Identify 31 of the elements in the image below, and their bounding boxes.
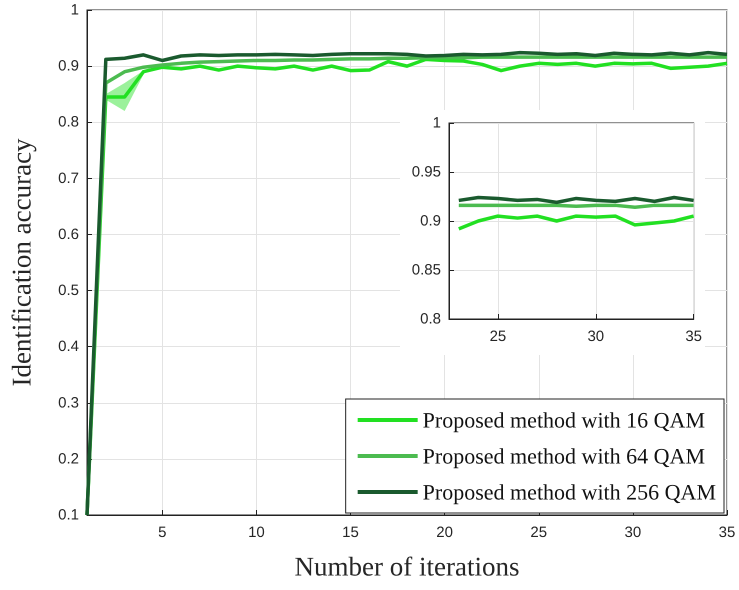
x-tick-label: 35 xyxy=(718,524,736,541)
y-tick-label: 0.8 xyxy=(58,114,79,131)
x-tick-label: 35 xyxy=(685,328,702,345)
x-tick-label: 30 xyxy=(587,328,604,345)
x-tick-label: 10 xyxy=(248,524,265,541)
y-tick-label: 0.9 xyxy=(58,58,79,75)
legend-label: Proposed method with 64 QAM xyxy=(422,444,705,468)
y-tick-label: 0.5 xyxy=(58,282,79,300)
y-tick-label: 0.2 xyxy=(58,450,79,468)
y-tick-label: 0.8 xyxy=(420,310,441,328)
y-tick-label: 0.95 xyxy=(412,164,441,180)
y-tick-label: 0.3 xyxy=(58,394,79,412)
x-tick-label: 5 xyxy=(158,524,166,541)
y-axis-title: Identification accuracy xyxy=(6,138,36,387)
y-tick-label: 0.1 xyxy=(58,506,79,524)
x-tick-label: 15 xyxy=(342,524,359,541)
y-tick-label: 0.6 xyxy=(58,226,79,243)
y-tick-label: 1 xyxy=(432,114,441,132)
y-tick-label: 0.85 xyxy=(412,262,441,278)
legend-label: Proposed method with 256 QAM xyxy=(422,480,716,504)
x-tick-label: 25 xyxy=(490,328,506,345)
x-axis-title: Number of iterations xyxy=(294,552,520,582)
x-tick-label: 25 xyxy=(530,524,548,541)
x-tick-label: 30 xyxy=(624,524,642,541)
y-tick-label: 1 xyxy=(70,2,79,18)
legend-label: Proposed method with 16 QAM xyxy=(422,408,705,432)
x-tick-label: 20 xyxy=(436,524,453,541)
line-series xyxy=(457,214,696,231)
y-tick-label: 0.4 xyxy=(58,338,79,356)
y-tick-label: 0.9 xyxy=(420,212,441,230)
y-tick-label: 0.7 xyxy=(58,170,79,187)
